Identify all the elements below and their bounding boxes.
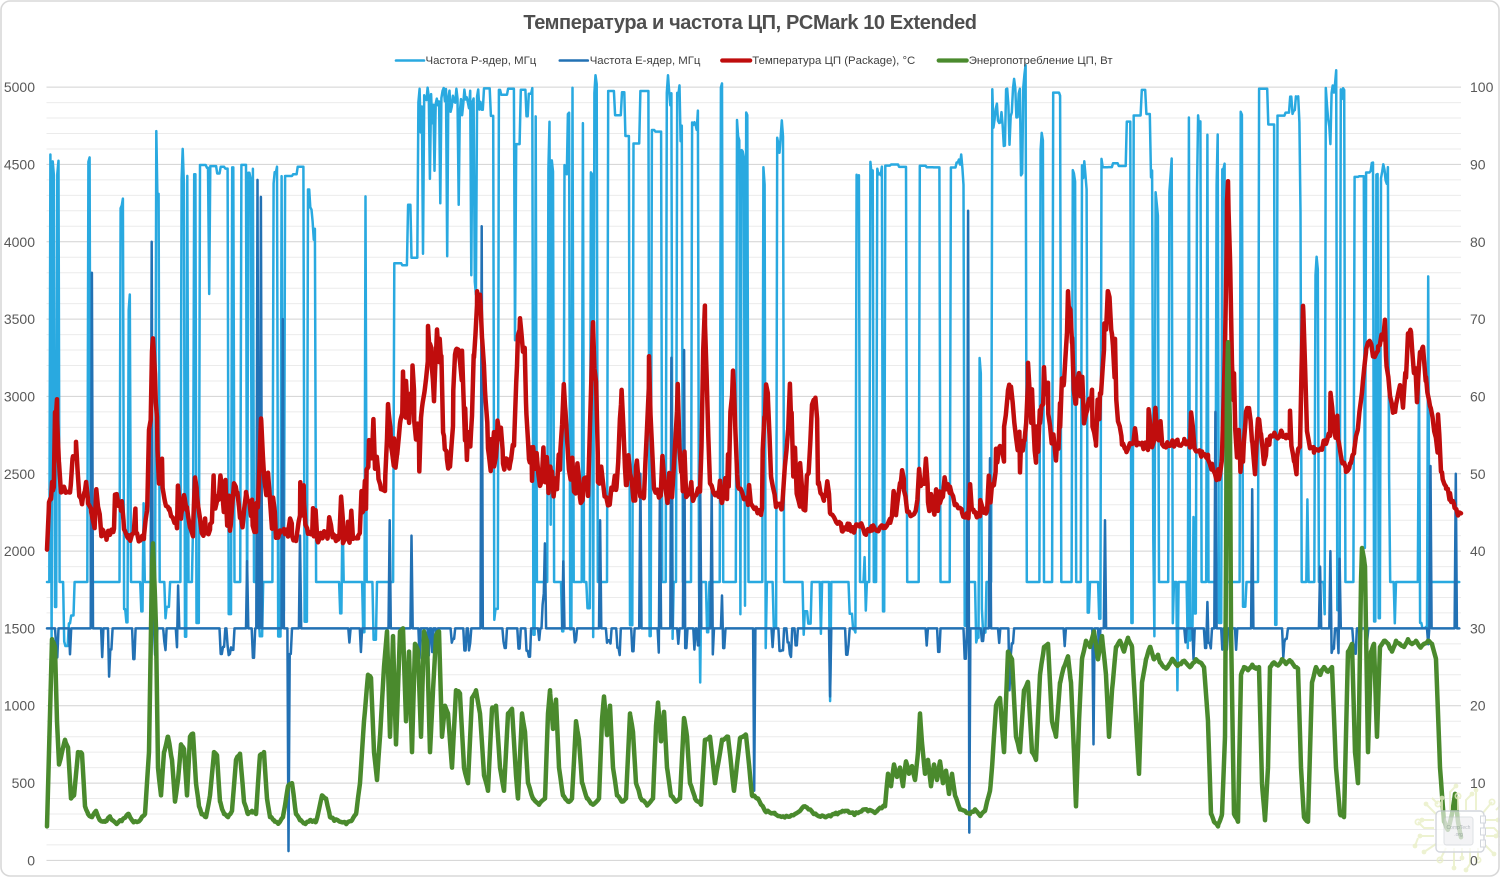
svg-text:2500: 2500 [4,466,35,482]
svg-text:Температура и частота ЦП, PCMa: Температура и частота ЦП, PCMark 10 Exte… [523,12,976,34]
svg-text:Температура ЦП (Package), °C: Температура ЦП (Package), °C [752,55,915,67]
svg-text:Частота P-ядер, МГц: Частота P-ядер, МГц [426,55,537,67]
svg-text:CompTech: CompTech [1447,825,1471,831]
svg-text:1000: 1000 [4,698,35,714]
svg-text:0: 0 [1470,852,1478,868]
svg-text:3000: 3000 [4,388,35,404]
svg-text:40: 40 [1470,543,1486,559]
svg-text:90: 90 [1470,156,1486,172]
svg-text:60: 60 [1470,388,1486,404]
svg-text:4000: 4000 [4,234,35,250]
svg-text:1500: 1500 [4,620,35,636]
svg-text:2000: 2000 [4,543,35,559]
svg-text:.org: .org [1454,832,1463,838]
svg-text:Частота E-ядер, МГц: Частота E-ядер, МГц [590,55,701,67]
svg-text:80: 80 [1470,234,1486,250]
svg-text:0: 0 [27,852,35,868]
svg-text:3500: 3500 [4,311,35,327]
svg-text:Энергопотребление ЦП, Вт: Энергопотребление ЦП, Вт [969,55,1114,67]
svg-text:4500: 4500 [4,156,35,172]
svg-text:50: 50 [1470,466,1486,482]
svg-text:10: 10 [1470,775,1486,791]
svg-text:5000: 5000 [4,79,35,95]
svg-text:30: 30 [1470,620,1486,636]
svg-text:500: 500 [12,775,36,791]
svg-text:100: 100 [1470,79,1494,95]
svg-text:20: 20 [1470,698,1486,714]
svg-text:70: 70 [1470,311,1486,327]
